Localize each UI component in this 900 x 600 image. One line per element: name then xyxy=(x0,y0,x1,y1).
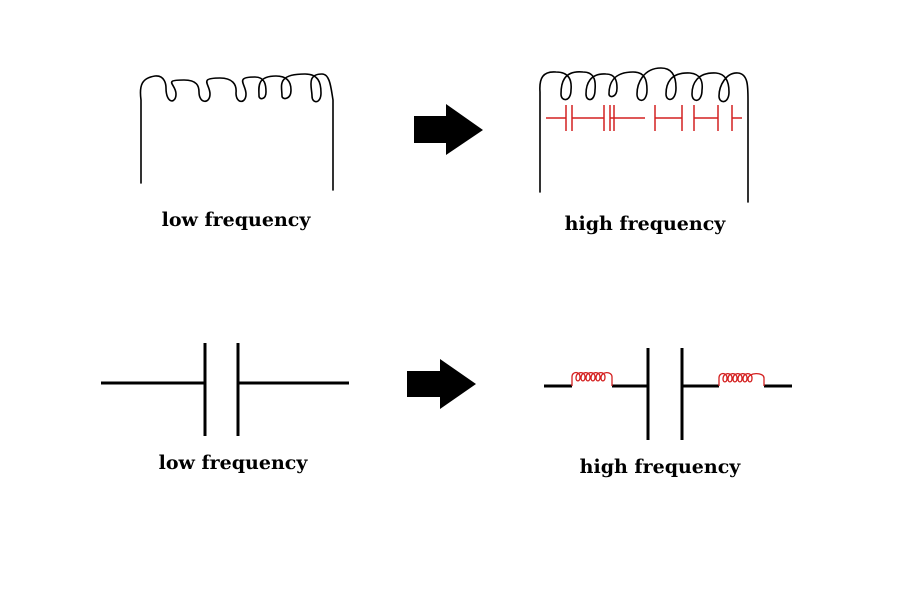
right-arrow-icon xyxy=(407,359,476,409)
capacitor-high-frequency xyxy=(544,348,792,440)
inductor-low-frequency xyxy=(139,73,334,191)
right-arrow-icon xyxy=(414,104,483,155)
inductor-coil xyxy=(539,67,749,203)
label-low-frequency-capacitor: low frequency xyxy=(159,452,309,474)
label-high-frequency-capacitor: high frequency xyxy=(580,456,742,478)
label-high-frequency-inductor: high frequency xyxy=(565,213,727,235)
inductor-high-frequency xyxy=(539,67,749,203)
parasitic-inductor-left xyxy=(571,371,613,386)
parasitic-inductor-right xyxy=(718,372,765,386)
inductor-coil xyxy=(139,73,334,191)
label-low-frequency-inductor: low frequency xyxy=(162,209,312,231)
parasitic-capacitors xyxy=(546,105,742,131)
capacitor-low-frequency xyxy=(101,343,349,436)
